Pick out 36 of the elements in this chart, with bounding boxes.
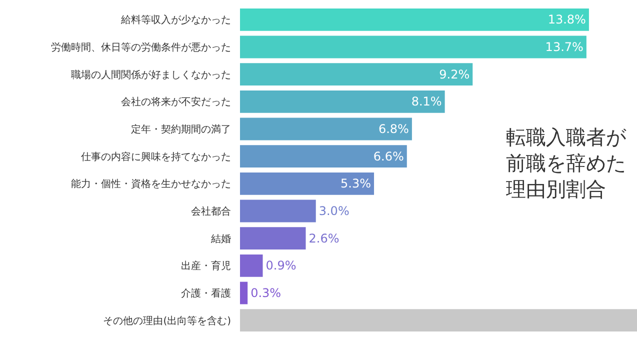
data-label: 9.2% <box>439 67 470 82</box>
data-label: 8.1% <box>411 94 442 109</box>
y-tick-label: 定年・契約期間の満了 <box>131 124 231 136</box>
bar <box>240 145 407 168</box>
y-tick-label: 職場の人間関係が好ましくなかった <box>71 68 231 81</box>
y-tick-label: 給料等収入が少なかった <box>120 14 231 26</box>
bar <box>240 309 637 332</box>
bar <box>240 254 263 277</box>
data-label: 0.3% <box>250 286 282 300</box>
bar <box>240 90 445 113</box>
bar <box>240 8 589 31</box>
y-tick-label: 介護・看護 <box>181 288 231 300</box>
y-tick-label: 労働時間、休日等の労働条件が悪かった <box>51 42 231 54</box>
data-label: 6.8% <box>378 122 409 136</box>
data-label: 5.3% <box>340 176 372 191</box>
data-label: 6.6% <box>373 149 404 164</box>
y-tick-label: その他の理由(出向等を含む) <box>103 314 232 327</box>
y-tick-label: 仕事の内容に興味を持てなかった <box>81 150 231 163</box>
bar <box>240 118 412 140</box>
bar <box>240 36 586 58</box>
bar <box>240 63 473 86</box>
y-tick-label: 会社の将来が不安だった <box>121 96 231 108</box>
data-label: 0.9% <box>266 258 296 273</box>
bar <box>240 200 316 222</box>
bar <box>240 227 306 250</box>
y-tick-label: 会社都合 <box>191 206 231 218</box>
y-tick-label: 出産・育児 <box>181 260 231 272</box>
bar <box>240 172 374 195</box>
y-tick-label: 能力・個性・資格を生かせなかった <box>71 178 231 190</box>
y-tick-label: 結婚 <box>210 234 231 245</box>
data-label: 2.6% <box>308 231 340 246</box>
text: 転職入職者が前職を辞めた理由別割合 <box>506 125 627 201</box>
data-label: 3.0% <box>318 204 350 218</box>
bar <box>240 282 248 304</box>
data-label: 13.7% <box>545 40 584 54</box>
data-label: 13.8% <box>548 12 586 27</box>
